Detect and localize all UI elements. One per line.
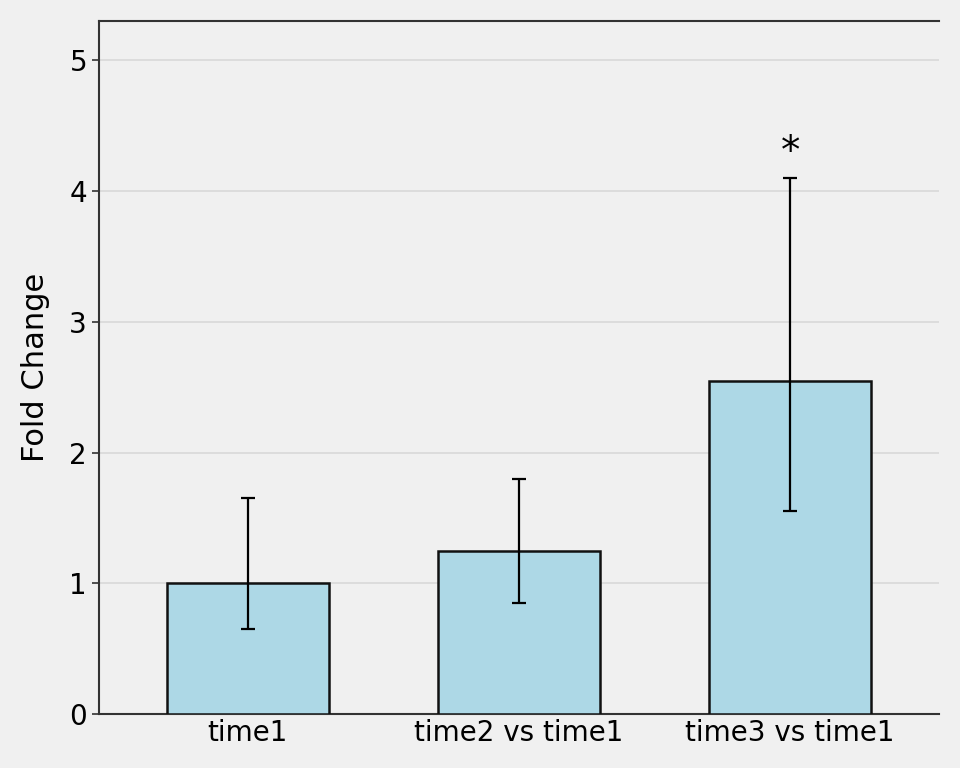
Bar [167, 584, 329, 714]
Bar [708, 381, 872, 714]
Y-axis label: Fold Change: Fold Change [21, 273, 50, 462]
Bar [438, 551, 600, 714]
Text: *: * [780, 134, 800, 171]
